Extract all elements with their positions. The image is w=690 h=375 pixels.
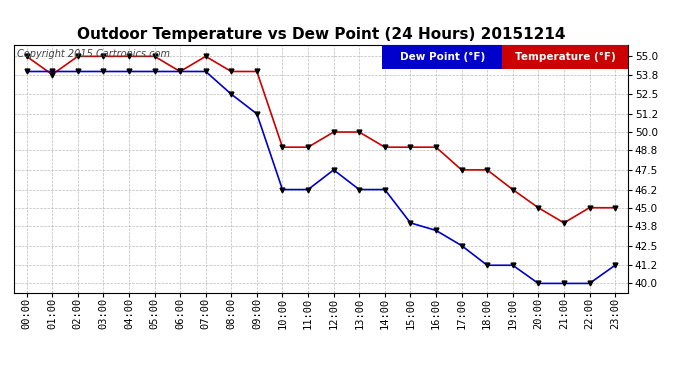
- Text: Dew Point (°F): Dew Point (°F): [400, 52, 485, 62]
- Title: Outdoor Temperature vs Dew Point (24 Hours) 20151214: Outdoor Temperature vs Dew Point (24 Hou…: [77, 27, 565, 42]
- Text: Copyright 2015 Cartronics.com: Copyright 2015 Cartronics.com: [17, 49, 170, 59]
- Bar: [382, 45, 502, 69]
- Bar: [502, 45, 628, 69]
- Text: Temperature (°F): Temperature (°F): [515, 52, 615, 62]
